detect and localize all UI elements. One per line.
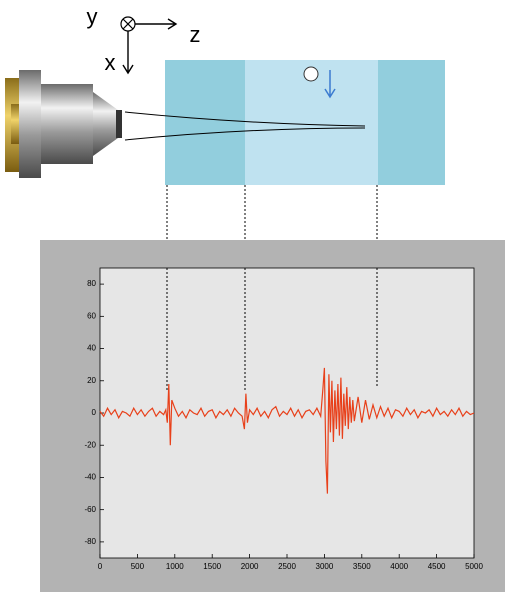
y-tick-label: -20 [84,440,96,449]
x-tick-label: 2500 [278,562,296,571]
y-tick-label: 20 [87,376,96,385]
axis-label-y: y [87,4,98,29]
y-tick-label: -60 [84,505,96,514]
beam [124,111,366,141]
axis-label-z: z [190,22,201,47]
flow-arrow [324,70,336,99]
x-tick-label: 2000 [241,562,259,571]
x-tick-label: 0 [98,562,103,571]
objective-lens [5,70,122,178]
x-tick-label: 1000 [166,562,184,571]
signal-line [99,367,475,494]
particle [303,66,319,82]
x-tick-label: 1500 [203,562,221,571]
y-tick-label: 0 [92,408,97,417]
plot-area [99,267,475,559]
y-tick-label: 40 [87,344,96,353]
z-arrow [135,18,178,30]
x-tick-label: 4000 [390,562,408,571]
y-tick-label: 80 [87,279,96,288]
cross [122,18,134,30]
y-tick-label: -40 [84,473,96,482]
x-tick-label: 3000 [316,562,334,571]
x-tick-label: 4500 [428,562,446,571]
axis-label-x: x [105,50,116,75]
x-tick-label: 500 [131,562,145,571]
x-tick-label: 5000 [465,562,483,571]
y-tick-label: -80 [84,537,96,546]
y-tick-label: 60 [87,311,96,320]
x-tick-label: 3500 [353,562,371,571]
connector [166,268,378,392]
x-arrow [122,31,134,75]
